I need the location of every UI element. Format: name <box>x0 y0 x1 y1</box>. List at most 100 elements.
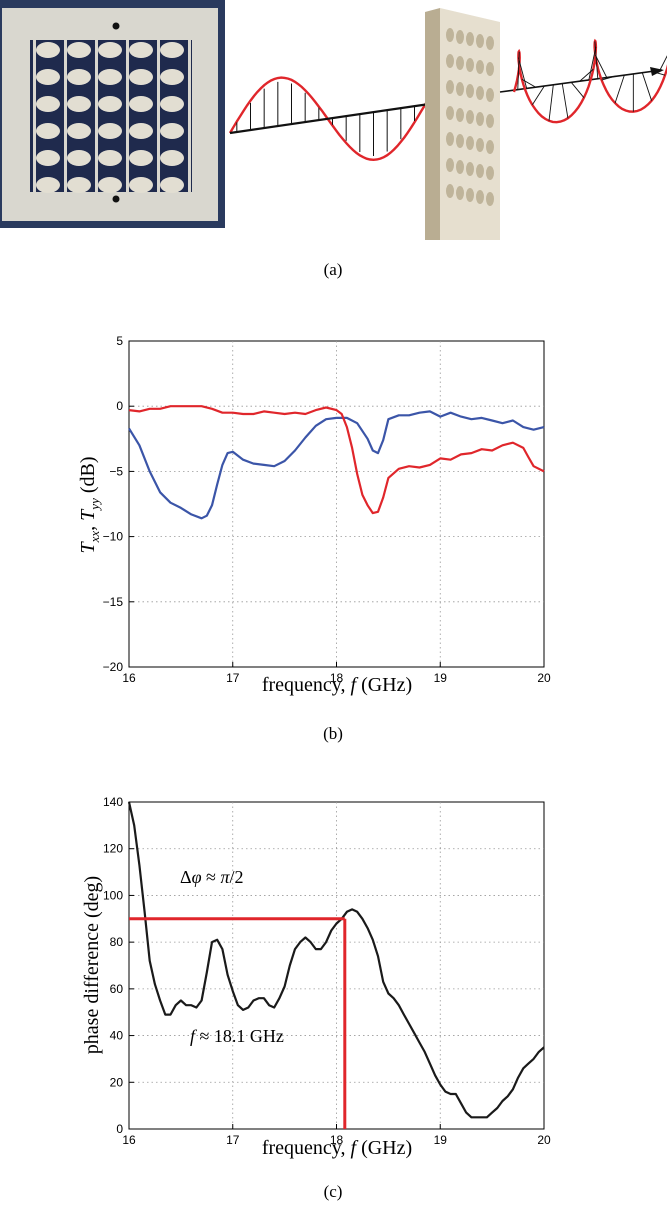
field-arrow <box>521 78 536 88</box>
y-tick-label: 0 <box>116 399 123 413</box>
y-tick-label: 60 <box>110 982 124 996</box>
board-ellipse <box>456 160 464 174</box>
field-arrow <box>659 55 667 71</box>
series-line-1 <box>127 801 545 1119</box>
board-ellipse <box>466 110 474 124</box>
photo-ellipse <box>36 96 60 112</box>
y-axis-label: Txx, Tyy (dB) <box>77 456 102 553</box>
photo-ellipse <box>160 42 184 58</box>
board-ellipse <box>486 36 494 50</box>
panel-a-illustration <box>0 0 667 240</box>
board-ellipse <box>446 106 454 120</box>
x-tick-label: 19 <box>434 671 448 685</box>
photo-ellipse <box>36 123 60 139</box>
board-ellipse <box>486 114 494 128</box>
y-tick-label: 5 <box>116 334 123 348</box>
field-arrow <box>570 81 585 98</box>
board-ellipse <box>456 56 464 70</box>
board-ellipse <box>446 54 454 68</box>
x-tick-label: 17 <box>226 1133 240 1147</box>
photo-ellipse <box>98 69 122 85</box>
photo-ellipse <box>129 150 153 166</box>
y-tick-label: 0 <box>116 1122 123 1136</box>
board-ellipse <box>486 62 494 76</box>
board-ellipse <box>446 158 454 172</box>
field-arrow <box>588 46 597 80</box>
board-ellipse <box>446 28 454 42</box>
field-arrow <box>594 54 608 78</box>
board-ellipse <box>466 32 474 46</box>
y-tick-label: 20 <box>110 1075 124 1089</box>
x-tick-label: 20 <box>537 671 551 685</box>
board-ellipse <box>486 88 494 102</box>
board-ellipse <box>456 108 464 122</box>
board-ellipse <box>456 82 464 96</box>
chart-phase-difference: 16 17 18 19 20 140 120 100 80 60 40 20 0 Δφ ≈ π/2 f… <box>81 795 551 1159</box>
chart-transmission: 16 17 18 19 20 5 0 −5 −10 −15 −20 frequency, f (G… <box>77 334 551 696</box>
photo-ellipse <box>160 150 184 166</box>
field-arrow <box>650 70 666 76</box>
field-arrow <box>548 84 554 121</box>
series-line-1 <box>128 410 545 520</box>
board-ellipse <box>466 162 474 176</box>
metasurface-photo <box>0 0 225 228</box>
photo-ellipse <box>36 150 60 166</box>
board-ellipse <box>466 58 474 72</box>
series-line-2 <box>128 405 545 515</box>
annotation-delta-phi: Δφ ≈ π/2 <box>180 867 243 887</box>
field-arrow <box>601 75 616 81</box>
board-ellipse <box>476 164 484 178</box>
board-ellipse <box>446 80 454 94</box>
wave-diagram <box>228 8 667 240</box>
board-ellipse <box>456 134 464 148</box>
photo-ellipse <box>98 177 122 193</box>
y-tick-label: −5 <box>109 464 123 478</box>
board-ellipse <box>446 132 454 146</box>
board-ellipse <box>476 34 484 48</box>
board-ellipse <box>476 138 484 152</box>
board-ellipse <box>466 188 474 202</box>
board-ellipse <box>486 166 494 180</box>
y-tick-label: 100 <box>103 888 123 902</box>
y-tick-label: −20 <box>103 660 124 674</box>
photo-ellipse <box>36 42 60 58</box>
board-ellipse <box>476 190 484 204</box>
photo-ellipse <box>98 42 122 58</box>
board-ellipse <box>456 186 464 200</box>
board-ellipse <box>486 192 494 206</box>
photo-ellipse <box>160 123 184 139</box>
photo-ellipse <box>98 96 122 112</box>
field-arrow <box>594 41 599 79</box>
x-axis-label: frequency, f (GHz) <box>262 1137 412 1159</box>
caption-c: (c) <box>323 1182 343 1201</box>
x-tick-label: 20 <box>537 1133 551 1147</box>
photo-ellipse <box>160 96 184 112</box>
board-ellipse <box>476 112 484 126</box>
photo-ellipse <box>160 177 184 193</box>
photo-ellipse <box>67 96 91 112</box>
photo-ellipse <box>129 42 153 58</box>
photo-ellipse <box>36 177 60 193</box>
x-tick-label: 16 <box>122 671 136 685</box>
board-ellipse <box>456 30 464 44</box>
x-axis-label: frequency, f (GHz) <box>262 674 412 696</box>
field-arrow <box>614 74 625 104</box>
photo-ellipse <box>129 96 153 112</box>
y-tick-label: −15 <box>103 595 124 609</box>
photo-ellipse <box>98 123 122 139</box>
photo-ellipse <box>67 150 91 166</box>
photo-ellipse <box>67 69 91 85</box>
field-arrow <box>518 57 528 89</box>
x-tick-label: 18 <box>330 671 344 685</box>
x-tick-label: 17 <box>226 671 240 685</box>
y-tick-label: 40 <box>110 1029 124 1043</box>
field-arrow <box>641 72 653 101</box>
photo-ellipse <box>129 123 153 139</box>
photo-ellipse <box>129 177 153 193</box>
x-tick-label: 19 <box>434 1133 448 1147</box>
y-tick-label: 120 <box>103 842 123 856</box>
board-ellipse <box>476 60 484 74</box>
caption-b: (b) <box>323 724 343 743</box>
board-ellipse <box>486 140 494 154</box>
photo-ellipse <box>67 42 91 58</box>
